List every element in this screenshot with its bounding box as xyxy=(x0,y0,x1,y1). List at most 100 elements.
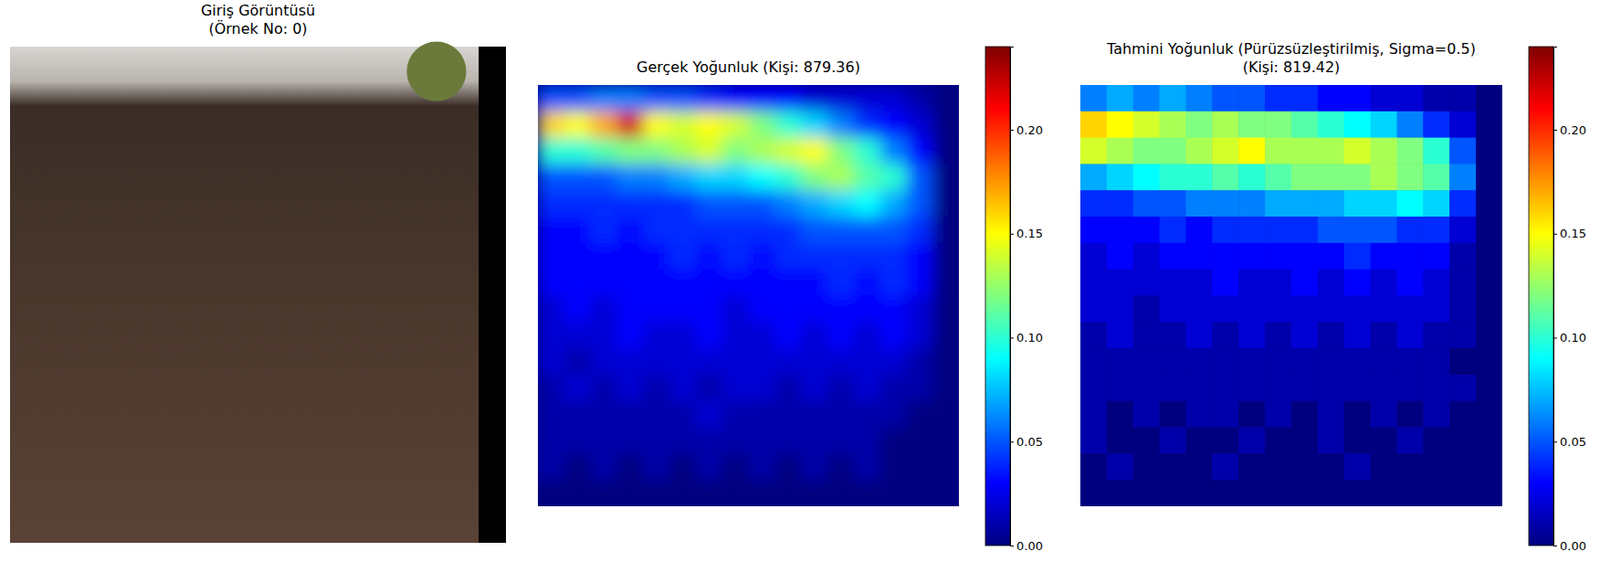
cell xyxy=(1344,163,1371,190)
cell xyxy=(1186,347,1213,375)
cell xyxy=(590,321,618,348)
cell xyxy=(1344,321,1371,348)
cell xyxy=(722,452,749,480)
plot-background xyxy=(537,84,959,506)
cell xyxy=(1449,427,1476,454)
cell xyxy=(1159,427,1187,454)
cell xyxy=(800,216,828,243)
cell xyxy=(1317,111,1345,138)
cell xyxy=(1317,452,1345,480)
cells xyxy=(1080,84,1503,506)
cell xyxy=(1344,347,1371,375)
cell xyxy=(564,427,591,454)
cell xyxy=(1106,216,1134,243)
cell xyxy=(564,374,591,401)
cell xyxy=(722,427,749,454)
cell xyxy=(537,111,565,138)
cell xyxy=(905,374,933,401)
cell xyxy=(1475,427,1503,454)
cell xyxy=(827,452,854,480)
cell xyxy=(932,163,959,190)
cell xyxy=(1475,452,1503,480)
cell xyxy=(1291,111,1318,138)
cell xyxy=(1475,321,1503,348)
cell xyxy=(1370,374,1398,401)
cell xyxy=(1317,137,1345,165)
colorbar-fill xyxy=(985,46,1011,546)
cell xyxy=(1133,374,1160,401)
cell xyxy=(722,295,749,323)
cell xyxy=(1186,452,1213,480)
cell xyxy=(1317,321,1345,348)
cell xyxy=(932,216,959,243)
tick-label: 0.15 xyxy=(1016,226,1043,241)
cell xyxy=(590,216,618,243)
cell xyxy=(1186,374,1213,401)
colorbar-axis: 0.000.050.100.150.20 xyxy=(1010,47,1043,553)
cell xyxy=(774,321,801,348)
tick: 0.00 xyxy=(1010,538,1043,553)
cell xyxy=(800,400,828,428)
cell xyxy=(669,295,696,323)
tick-mark xyxy=(1010,233,1014,235)
cell xyxy=(1186,295,1213,323)
cell xyxy=(564,400,591,428)
cell xyxy=(1397,295,1424,323)
cell xyxy=(669,242,696,270)
cell xyxy=(1449,111,1476,138)
cell xyxy=(1475,295,1503,323)
cell xyxy=(695,189,723,217)
cell xyxy=(880,137,907,165)
cell xyxy=(590,479,618,506)
tick-label: 0.20 xyxy=(1559,123,1587,137)
cell xyxy=(1186,400,1213,428)
cell xyxy=(1211,400,1239,428)
cell xyxy=(642,295,670,323)
cell xyxy=(1238,452,1265,480)
cell xyxy=(1422,400,1450,428)
cell xyxy=(590,347,618,375)
cell xyxy=(853,347,881,375)
cell xyxy=(1344,452,1371,480)
cell xyxy=(642,189,670,217)
cell xyxy=(1370,137,1398,165)
cell xyxy=(1186,427,1213,454)
cell xyxy=(1133,452,1160,480)
cell xyxy=(1291,400,1318,428)
cell xyxy=(642,269,670,296)
cell xyxy=(616,479,643,506)
cell xyxy=(1475,347,1503,375)
tick-label: 0.00 xyxy=(1016,538,1043,553)
cell xyxy=(1264,295,1292,323)
cell xyxy=(564,111,591,138)
cell xyxy=(1106,479,1134,506)
cell xyxy=(1238,137,1265,165)
cell xyxy=(1449,347,1476,375)
tree xyxy=(406,42,466,102)
cell xyxy=(853,84,881,112)
cell xyxy=(905,111,933,138)
tick-mark xyxy=(1010,545,1014,547)
cell xyxy=(616,374,643,401)
cell xyxy=(1317,295,1345,323)
cell xyxy=(1106,400,1134,428)
cell xyxy=(932,400,959,428)
cell xyxy=(722,321,749,348)
input-image xyxy=(10,42,506,543)
cell xyxy=(800,269,828,296)
cell xyxy=(1211,374,1239,401)
cell xyxy=(905,189,933,217)
cell xyxy=(722,269,749,296)
plot-background xyxy=(1080,84,1503,506)
cell xyxy=(1211,189,1239,217)
cell xyxy=(590,111,618,138)
cell xyxy=(827,321,854,348)
cell xyxy=(1186,242,1213,270)
cell xyxy=(642,137,670,165)
cell xyxy=(1397,84,1424,112)
cell xyxy=(1080,137,1107,165)
tick-mark xyxy=(1553,441,1558,443)
cell xyxy=(1264,84,1292,112)
cell xyxy=(722,242,749,270)
cell xyxy=(564,269,591,296)
